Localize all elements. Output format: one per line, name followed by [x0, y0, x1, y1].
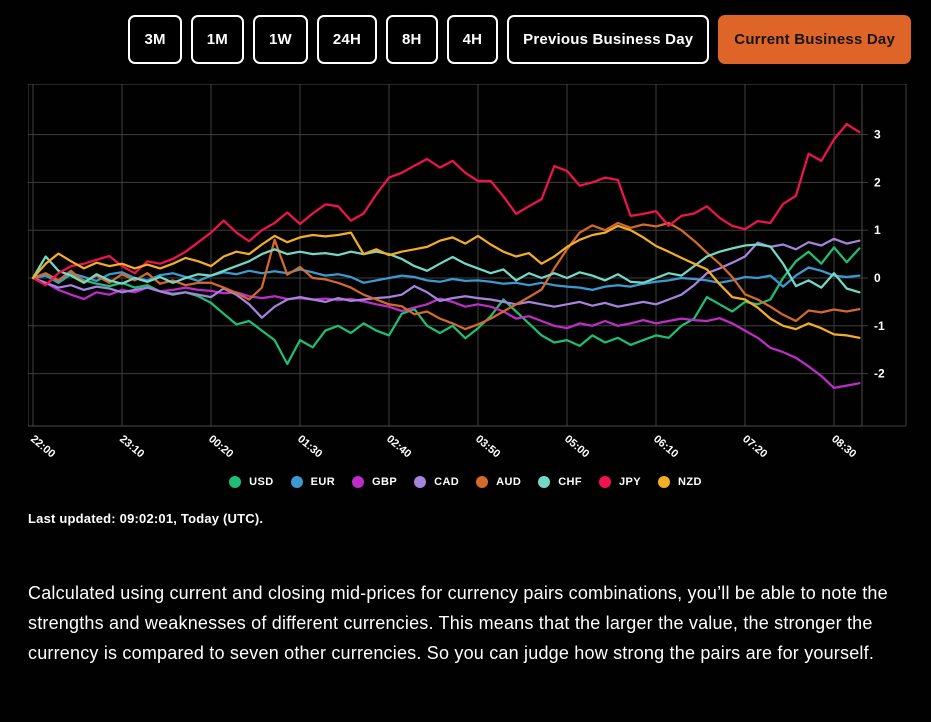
y-tick-label: -1	[874, 319, 885, 333]
series-line-gbp	[31, 276, 861, 390]
timeframe-toolbar: 3M 1M 1W 24H 8H 4H Previous Business Day…	[0, 0, 931, 64]
y-tick-label: 2	[874, 175, 881, 189]
legend-dot-cad	[414, 476, 427, 488]
y-tick-label: 3	[874, 128, 881, 142]
x-tick-label: 02:40	[384, 433, 413, 460]
x-tick-label: 01:30	[295, 433, 324, 460]
legend-dot-gbp	[352, 476, 365, 488]
legend-item-nzd[interactable]: NZD	[658, 476, 702, 488]
range-button-4h[interactable]: 4H	[446, 15, 499, 64]
series-line-usd	[31, 246, 861, 366]
currency-strength-chart: 3 2 1 0 -1 -2 22:00 23:10 00:20 01:30 02:40 03:50 05…	[28, 84, 907, 466]
range-button-1w[interactable]: 1W	[252, 15, 308, 64]
legend-dot-usd	[229, 476, 242, 488]
x-tick-label: 05:00	[562, 433, 591, 460]
legend-dot-nzd	[658, 476, 670, 488]
x-tick-label: 00:20	[206, 433, 235, 460]
range-button-3m[interactable]: 3M	[128, 15, 182, 64]
legend-item-eur[interactable]: EUR	[290, 476, 336, 488]
legend-label: AUD	[496, 476, 522, 488]
legend-item-usd[interactable]: USD	[229, 476, 273, 488]
y-tick-label: 0	[874, 271, 881, 285]
range-button-8h[interactable]: 8H	[386, 15, 438, 64]
plot-frame	[28, 84, 863, 427]
y-tick-label: 1	[874, 223, 881, 237]
legend-item-aud[interactable]: AUD	[476, 476, 521, 488]
x-tick-label: 03:50	[473, 433, 502, 460]
legend-item-cad[interactable]: CAD	[414, 476, 459, 488]
range-button-1m[interactable]: 1M	[190, 15, 244, 64]
range-button-previous-business-day[interactable]: Previous Business Day	[507, 15, 710, 64]
legend-label: NZD	[678, 476, 702, 488]
range-button-current-business-day[interactable]: Current Business Day	[718, 15, 911, 64]
legend-label: JPY	[619, 476, 641, 488]
legend-label: GBP	[372, 476, 398, 488]
legend-label: USD	[249, 476, 274, 488]
range-button-24h[interactable]: 24H	[316, 15, 378, 64]
x-tick-label: 22:00	[28, 433, 57, 460]
legend-item-chf[interactable]: CHF	[538, 476, 582, 488]
legend-dot-aud	[476, 476, 489, 488]
legend-label: CAD	[434, 476, 460, 488]
legend-dot-eur	[290, 476, 303, 488]
x-tick-label: 23:10	[117, 433, 146, 460]
legend-item-jpy[interactable]: JPY	[599, 476, 641, 488]
x-tick-label: 08:30	[829, 433, 858, 460]
legend-dot-jpy	[599, 476, 611, 488]
legend-dot-chf	[538, 476, 551, 488]
series-line-eur	[31, 266, 861, 292]
y-tick-label: -2	[874, 367, 885, 381]
series-line-nzd	[31, 224, 861, 339]
x-tick-label: 06:10	[651, 433, 680, 460]
legend-item-gbp[interactable]: GBP	[352, 476, 397, 488]
last-updated-text: Last updated: 09:02:01, Today (UTC).	[28, 511, 264, 526]
legend-label: CHF	[558, 476, 582, 488]
series-line-jpy	[31, 122, 861, 287]
legend-label: EUR	[310, 476, 336, 488]
series-line-chf	[31, 243, 861, 294]
strength-chart-svg: 3 2 1 0 -1 -2 22:00 23:10 00:20 01:30 02:40 03:50 05…	[28, 84, 907, 460]
x-tick-label: 07:20	[740, 433, 769, 460]
chart-legend: USD EUR GBP CAD AUD CHF JPY NZD	[0, 476, 931, 488]
description-paragraph: Calculated using current and closing mid…	[28, 583, 888, 663]
